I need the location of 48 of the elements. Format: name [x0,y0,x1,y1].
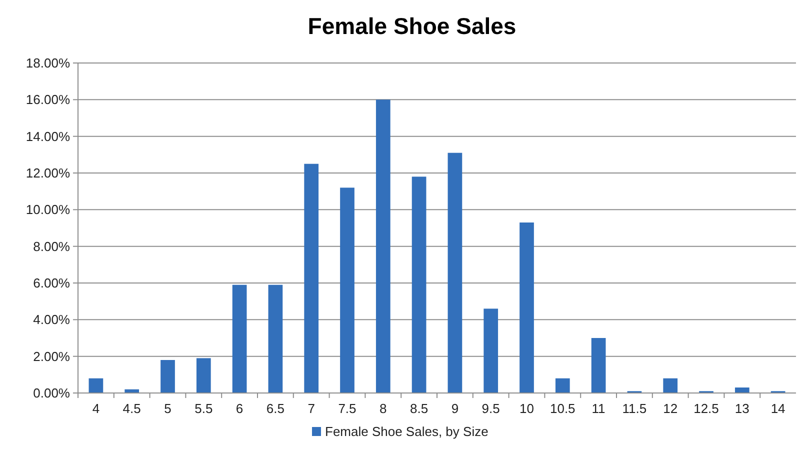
bar [591,338,606,393]
bar [520,222,534,393]
y-tick-label: 6.00% [33,276,70,291]
bar [734,388,750,393]
x-tick-label: 9 [451,401,459,416]
bar [304,164,319,393]
y-tick-label: 2.00% [33,348,70,364]
y-tick-label: 18.00% [26,56,70,71]
bar [88,378,104,393]
x-tick-label: 6.5 [266,401,284,416]
x-tick-label: 10 [520,401,534,416]
x-tick-label: 10.5 [550,401,576,416]
y-tick-label: 4.00% [33,312,70,328]
x-tick-label: 13 [734,401,750,416]
x-tick-label: 14 [770,401,786,416]
x-tick-label: 6 [236,401,244,416]
x-tick-label: 12 [663,401,678,416]
bar [412,176,426,393]
bar [484,308,498,393]
bar [448,152,462,393]
bar [376,100,390,393]
bar [340,188,354,393]
y-tick-label: 16.00% [26,92,70,108]
x-tick-label: 11.5 [622,401,647,416]
bar [160,360,175,393]
x-tick-label: 4.5 [122,401,141,416]
x-tick-label: 4 [92,401,100,416]
chart-title: Female Shoe Sales [308,13,516,39]
x-tick-label: 8.5 [410,401,428,416]
y-tick-label: 12.00% [26,166,70,181]
y-tick-label: 8.00% [33,238,70,254]
x-tick-label: 5 [164,401,172,416]
x-tick-label: 5.5 [194,401,213,416]
x-tick-label: 11 [592,401,606,416]
x-tick-label: 12.5 [694,401,719,416]
y-tick-label: 10.00% [26,202,70,218]
bar [663,378,678,393]
bar [232,284,247,393]
y-tick-label: 0.00% [33,386,70,401]
x-tick-label: 9.5 [482,401,500,416]
bar [196,358,211,393]
bar [555,378,570,393]
x-tick-label: 8 [380,401,387,416]
x-tick-label: 7 [308,401,315,416]
x-tick-label: 7.5 [338,401,356,416]
bar [268,284,283,393]
legend-label: Female Shoe Sales, by Size [325,424,488,440]
y-tick-label: 14.00% [26,128,70,144]
